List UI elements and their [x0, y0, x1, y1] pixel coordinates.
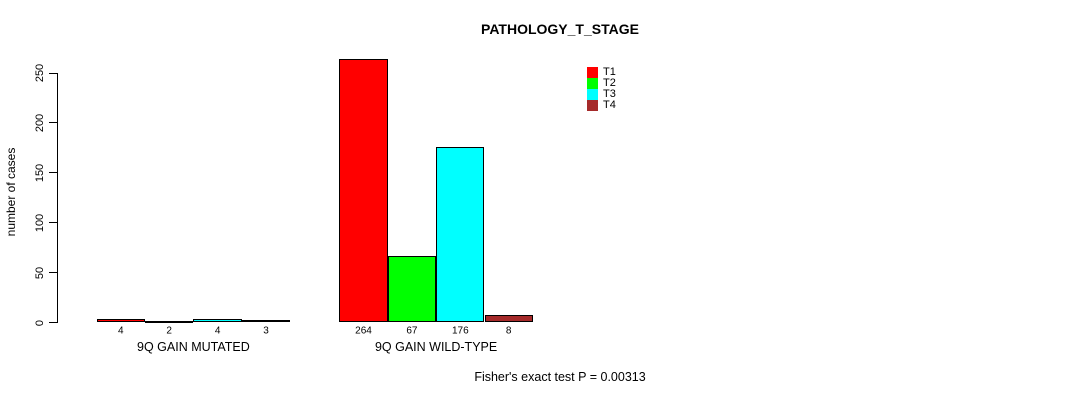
y-tick-label: 0	[34, 319, 46, 326]
legend-label: T2	[603, 76, 616, 89]
legend-swatch	[587, 89, 598, 101]
y-tick-mark	[49, 222, 57, 224]
bar-t2-group1	[145, 320, 194, 323]
chart-title: PATHOLOGY_T_STAGE	[481, 21, 639, 37]
legend-label: T4	[603, 99, 616, 112]
legend-swatch	[587, 77, 598, 89]
y-tick-label: 100	[34, 213, 46, 232]
bar-t1-group2	[339, 59, 388, 323]
legend-item-t1: T1	[587, 65, 616, 78]
bar-value-label: 4	[118, 325, 124, 336]
group-label: 9Q GAIN WILD-TYPE	[374, 340, 498, 354]
bar-value-label: 176	[451, 325, 469, 336]
bar-t4-group1	[241, 319, 291, 323]
bar-value-label: 2	[166, 325, 172, 336]
bar-value-label: 8	[505, 325, 512, 336]
y-tick-mark	[49, 122, 57, 124]
bar-t2-group2	[387, 255, 437, 323]
legend-item-t3: T3	[587, 88, 616, 101]
y-axis-title: number of cases	[4, 147, 18, 237]
bar-value-label: 264	[355, 325, 372, 336]
legend-swatch	[587, 100, 598, 112]
y-axis-line	[57, 73, 58, 323]
y-tick-label: 250	[34, 63, 46, 83]
bar-t1-group1	[96, 318, 145, 323]
y-tick-mark	[49, 172, 57, 174]
y-tick-mark	[49, 272, 57, 274]
y-tick-mark	[49, 72, 57, 74]
y-tick-label: 150	[34, 163, 46, 182]
y-tick-label: 50	[34, 266, 46, 279]
legend-item-t4: T4	[587, 99, 616, 112]
bar-t4-group2	[484, 314, 533, 323]
bar-value-label: 3	[263, 325, 269, 336]
y-tick-label: 200	[34, 113, 46, 133]
y-tick-mark	[49, 322, 57, 323]
legend-label: T1	[603, 65, 616, 78]
bar-t3-group2	[436, 146, 485, 323]
bar-value-label: 4	[214, 325, 221, 336]
stat-annotation: Fisher's exact test P = 0.00313	[474, 370, 646, 384]
bar-t3-group1	[193, 318, 242, 323]
legend-item-t2: T2	[587, 76, 616, 89]
group-label: 9Q GAIN MUTATED	[137, 340, 250, 354]
legend-swatch	[587, 66, 598, 78]
bar-value-label: 67	[406, 325, 418, 336]
legend-label: T3	[603, 88, 616, 101]
